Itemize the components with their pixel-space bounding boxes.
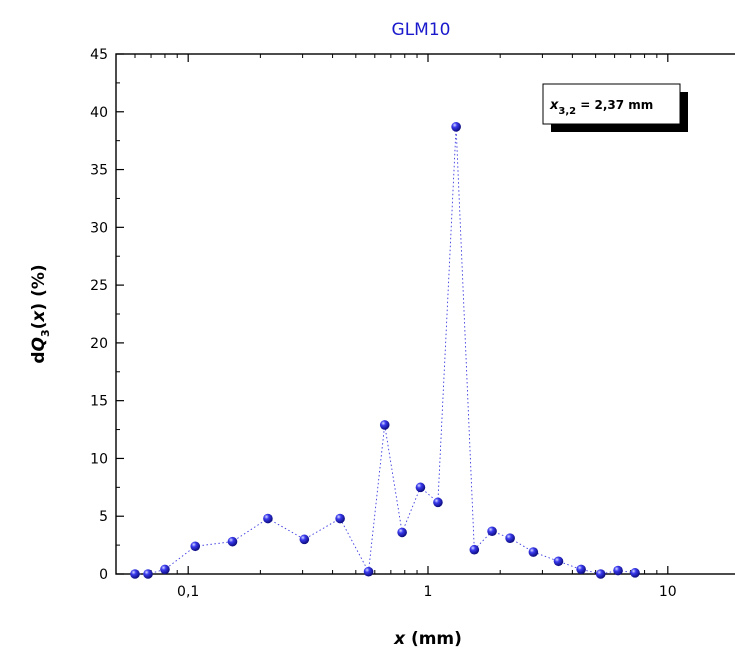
data-point	[363, 566, 374, 577]
y-axis-title-symbol: Q	[29, 337, 49, 351]
data-point	[190, 541, 201, 552]
x-axis-title-unit: (mm)	[405, 629, 462, 649]
y-axis-title-variable: x	[29, 310, 49, 323]
x-tick-label: 1	[424, 584, 433, 600]
y-axis: 0 5 10 15 20 25 30 35 40 45	[90, 47, 124, 583]
data-point	[335, 513, 345, 524]
data-point	[528, 547, 539, 557]
x-tick-label: 0,1	[177, 584, 199, 600]
y-axis-title: dQ3(x) (%)	[29, 264, 52, 363]
x-axis-title: x (mm)	[393, 629, 462, 649]
y-axis-title-open-paren: (	[29, 322, 49, 330]
data-point	[595, 569, 606, 579]
annotation-box: x3,2 = 2,37 mm	[542, 83, 688, 132]
annotation-subscript: 3,2	[558, 106, 576, 117]
data-point	[433, 497, 443, 508]
y-tick-label: 40	[90, 105, 108, 121]
y-tick-label: 30	[90, 220, 108, 236]
data-point	[227, 536, 238, 547]
series-line	[135, 126, 636, 575]
svg-text:dQ3(x) (%): dQ3(x) (%)	[29, 264, 52, 363]
y-tick-label: 35	[90, 163, 108, 179]
data-point	[576, 564, 586, 575]
data-point	[160, 564, 170, 575]
y-tick-label: 25	[90, 278, 108, 294]
data-point	[263, 513, 273, 524]
annotation-frame	[542, 83, 681, 125]
y-tick-label: 0	[99, 567, 108, 583]
annotation-text: x3,2 = 2,37 mm	[549, 98, 653, 117]
x-tick-label: 10	[659, 584, 677, 600]
data-point	[130, 569, 140, 579]
y-tick-label: 20	[90, 336, 108, 352]
x-axis-title-variable: x	[393, 629, 406, 649]
data-point	[553, 556, 564, 567]
data-point	[143, 569, 153, 579]
data-point	[469, 544, 480, 555]
y-tick-label: 10	[90, 451, 108, 467]
data-point	[613, 565, 623, 576]
data-point	[505, 533, 515, 543]
data-point	[379, 420, 390, 430]
data-point	[299, 534, 310, 545]
y-axis-title-prefix: d	[29, 351, 49, 363]
y-tick-label: 5	[99, 509, 108, 525]
annotation-value: = 2,37 mm	[576, 98, 653, 112]
chart-title: GLM10	[392, 20, 451, 40]
data-point	[415, 482, 426, 493]
data-point	[630, 568, 640, 578]
series-points	[130, 122, 640, 579]
x-axis: 0,1 1 10	[115, 54, 677, 600]
data-point	[487, 526, 497, 537]
y-axis-title-unit: ) (%)	[29, 264, 49, 310]
y-tick-label: 45	[90, 47, 108, 63]
annotation-symbol: x	[549, 98, 559, 113]
y-axis-title-subscript: 3	[39, 329, 52, 337]
data-point	[451, 122, 461, 132]
y-tick-label: 15	[90, 394, 108, 410]
data-point	[397, 527, 407, 538]
